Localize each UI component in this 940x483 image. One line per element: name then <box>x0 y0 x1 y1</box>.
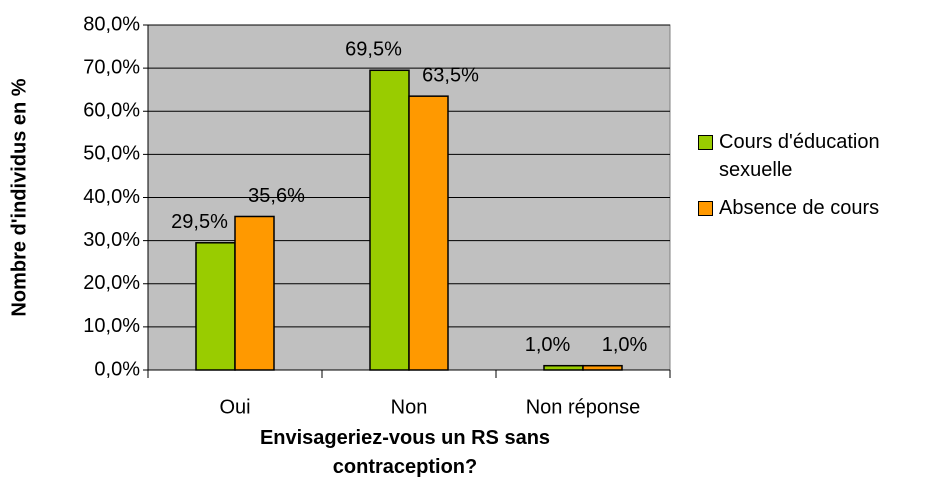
legend-swatch <box>698 201 713 216</box>
y-tick-label: 10,0% <box>83 315 140 337</box>
value-label: 1,0% <box>525 334 571 356</box>
bar <box>408 95 449 371</box>
value-label: 69,5% <box>345 39 402 61</box>
bar <box>543 364 584 371</box>
y-tick-label: 50,0% <box>83 143 140 165</box>
y-tick-label: 40,0% <box>83 186 140 208</box>
legend: Cours d'éducation sexuelle Absence de cou… <box>698 128 940 232</box>
value-label: 35,6% <box>248 185 305 207</box>
bar <box>195 242 236 371</box>
y-tick-label: 20,0% <box>83 272 140 294</box>
legend-swatch <box>698 135 713 150</box>
y-tick-label: 60,0% <box>83 100 140 122</box>
bar <box>582 364 623 371</box>
legend-label: Absence de cours <box>719 197 880 219</box>
legend-label: Cours d'éducation sexuelle <box>719 131 880 181</box>
y-axis-label: Nombre d'individus en % <box>8 78 30 316</box>
bar <box>369 69 410 371</box>
y-tick-label: 80,0% <box>83 13 140 35</box>
value-label: 1,0% <box>602 334 648 356</box>
value-label: 63,5% <box>422 64 479 86</box>
value-label: 29,5% <box>171 211 228 233</box>
x-axis-label: Envisageriez-vous un RS sans contracepti… <box>259 427 551 478</box>
x-tick-label: Non <box>391 396 428 418</box>
legend-item: Absence de cours <box>698 194 940 222</box>
legend-item: Cours d'éducation sexuelle <box>698 128 940 184</box>
y-tick-label: 30,0% <box>83 229 140 251</box>
y-tick-label: 70,0% <box>83 56 140 78</box>
x-tick-label: Oui <box>219 396 250 418</box>
x-tick-label: Non réponse <box>526 396 641 418</box>
y-tick-label: 0,0% <box>94 358 140 380</box>
bar <box>234 215 275 371</box>
